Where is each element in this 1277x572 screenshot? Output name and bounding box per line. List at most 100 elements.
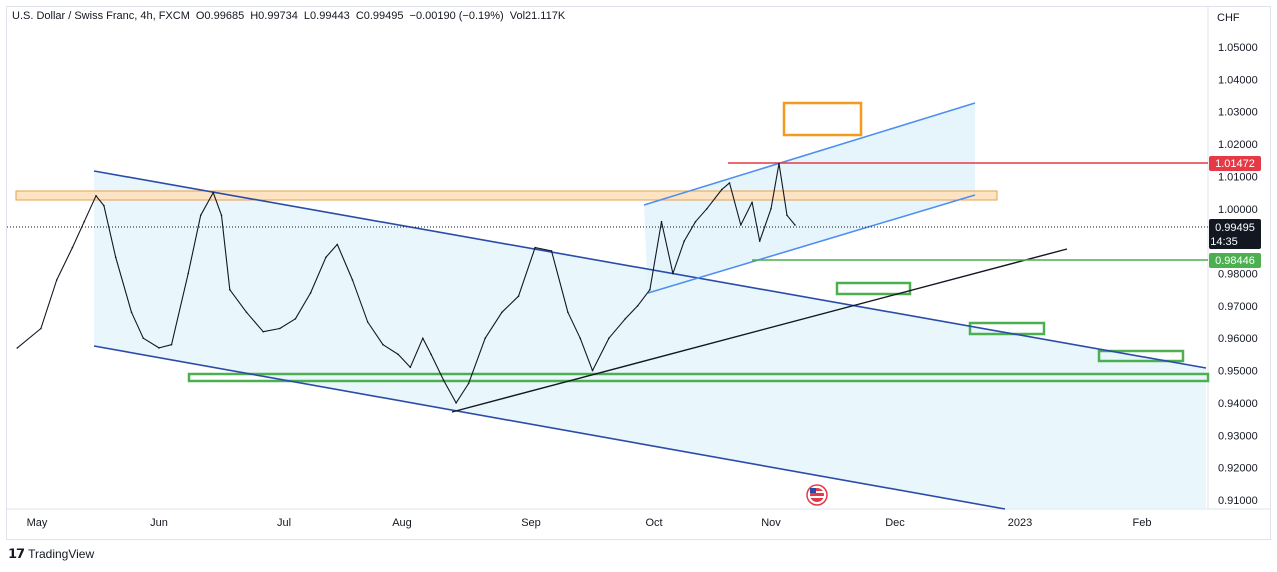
price-point (608, 337, 610, 340)
target-box-orange[interactable] (782, 101, 863, 137)
price-point (636, 305, 639, 307)
price-point (294, 318, 297, 320)
chart-frame (6, 6, 1271, 540)
price-point (455, 402, 457, 404)
y-tick-label: 1.02000 (1218, 139, 1258, 151)
x-tick-label: Aug (392, 517, 412, 529)
price-point (758, 240, 761, 242)
price-point (567, 311, 569, 314)
ascending-channel-lower[interactable] (647, 194, 976, 294)
change-value: −0.00190 (−0.19%) (409, 10, 504, 22)
price-point (740, 224, 742, 226)
price-point (786, 214, 788, 217)
price-point (467, 382, 470, 385)
bar-countdown-label: 14:35 (1210, 236, 1238, 248)
price-point (279, 327, 281, 330)
tradingview-logo-icon: 𝟭𝟳 (8, 546, 25, 561)
price-point (721, 188, 723, 191)
resistance-price-label: 1.01472 (1215, 158, 1255, 170)
trend-line[interactable] (451, 248, 1068, 413)
currency-unit-label[interactable]: CHF (1217, 12, 1240, 24)
price-point (366, 321, 369, 323)
price-point (409, 366, 412, 369)
y-tick-label: 1.05000 (1218, 42, 1258, 54)
target-box-green-2[interactable] (968, 321, 1046, 336)
price-point (794, 224, 796, 226)
price-series-line (16, 162, 796, 404)
price-point (422, 337, 424, 340)
target-box-green-3[interactable] (1097, 349, 1185, 363)
y-tick-label: 0.94000 (1218, 398, 1258, 410)
price-point (778, 162, 780, 165)
resistance-price-tag: 1.01472 (1209, 156, 1261, 171)
y-tick-label: 1.04000 (1218, 74, 1258, 86)
price-point (442, 379, 445, 382)
price-point (382, 343, 384, 346)
price-point (683, 240, 685, 242)
x-tick-label: Dec (885, 517, 905, 529)
price-point (262, 330, 265, 333)
price-point (336, 243, 339, 246)
price-point (71, 246, 74, 249)
price-point (309, 292, 312, 294)
price-point (95, 195, 97, 197)
price-point (114, 256, 117, 259)
price-point (229, 288, 231, 291)
x-tick-label: Jul (277, 517, 291, 529)
price-point (728, 182, 731, 184)
price-point (55, 279, 58, 281)
price-point (484, 337, 487, 340)
price-point (130, 311, 133, 314)
price-point (103, 204, 105, 207)
current-price-tag: 0.99495 14:35 (1209, 219, 1261, 249)
price-point (649, 288, 651, 291)
price-point (579, 337, 581, 340)
chart-legend-header: U.S. Dollar / Swiss Franc, 4h, FXCM O0.9… (12, 10, 565, 22)
tradingview-brand[interactable]: 𝟭𝟳 TradingView (8, 546, 94, 562)
ascending-channel-upper[interactable] (643, 102, 976, 206)
price-point (245, 311, 248, 314)
symbol-title[interactable]: U.S. Dollar / Swiss Franc, 4h, FXCM (12, 10, 190, 22)
low-value: L0.99443 (303, 10, 350, 22)
brand-label: TradingView (28, 547, 95, 561)
price-point (40, 327, 42, 330)
y-tick-label: 1.00000 (1218, 204, 1258, 216)
support-price-label: 0.98446 (1215, 255, 1255, 267)
price-point (158, 347, 160, 349)
x-tick-label: Nov (761, 517, 781, 529)
y-tick-label: 0.95000 (1218, 366, 1258, 378)
target-box-green-1[interactable] (835, 281, 912, 296)
price-point (751, 201, 753, 204)
price-point (770, 208, 772, 210)
support-price-tag: 0.98446 (1209, 253, 1261, 268)
price-point (550, 250, 553, 252)
price-point (501, 311, 503, 314)
descending-channel-fill (94, 171, 1206, 509)
y-tick-label: 1.01000 (1218, 171, 1258, 183)
y-tick-label: 0.96000 (1218, 333, 1258, 345)
resistance-zone[interactable] (15, 190, 998, 201)
price-point (624, 318, 627, 320)
price-point (199, 214, 202, 217)
price-point (220, 214, 223, 217)
descending-channel-upper[interactable] (93, 170, 1207, 369)
current-price-label: 0.99495 (1215, 222, 1255, 234)
support-zone[interactable] (187, 372, 1210, 383)
x-tick-label: Oct (645, 517, 662, 529)
volume-value: Vol21.117K (509, 10, 566, 22)
descending-channel-lower[interactable] (93, 345, 1006, 510)
close-value: C0.99495 (355, 10, 404, 22)
price-point (351, 279, 354, 281)
price-point (16, 347, 19, 349)
x-tick-label: Feb (1133, 517, 1152, 529)
x-tick-label: Sep (521, 517, 541, 529)
price-point (170, 343, 173, 346)
price-point (672, 272, 674, 275)
y-tick-label: 0.93000 (1218, 430, 1258, 442)
y-tick-label: 0.98000 (1218, 269, 1258, 281)
y-tick-label: 0.97000 (1218, 301, 1258, 313)
us-flag-event-icon[interactable] (806, 484, 828, 506)
y-tick-label: 0.91000 (1218, 495, 1258, 507)
price-point (591, 369, 594, 372)
